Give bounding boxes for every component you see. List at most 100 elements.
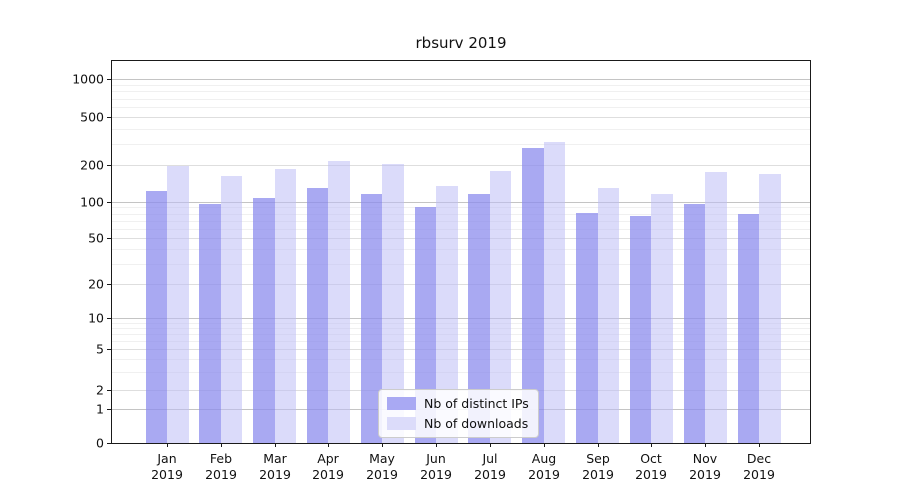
y-gridline (112, 238, 810, 239)
bar-distinct-ips (737, 213, 760, 443)
x-tick-label: Jul 2019 (474, 451, 506, 482)
y-axis-tick (107, 165, 111, 166)
bar-downloads (489, 170, 512, 443)
x-tick-label: Sep 2019 (582, 451, 614, 482)
bar-downloads (274, 169, 297, 443)
bar-downloads (543, 142, 566, 443)
y-gridline (112, 359, 810, 360)
x-axis-tick (759, 443, 760, 447)
y-tick-label: 50 (88, 230, 104, 246)
legend-swatch-downloads-icon (387, 417, 416, 430)
bar-downloads (328, 161, 350, 443)
y-gridline (112, 372, 810, 373)
bar-downloads (651, 193, 673, 443)
x-tick-label: Aug 2019 (528, 451, 560, 482)
y-gridline (112, 85, 810, 86)
x-axis-tick (328, 443, 329, 447)
y-gridline (112, 318, 810, 319)
x-tick-label: Jun 2019 (420, 451, 452, 482)
y-tick-label: 500 (80, 109, 104, 125)
y-gridline (112, 99, 810, 100)
bar-downloads (759, 173, 781, 443)
y-axis-tick (107, 443, 111, 444)
x-tick-label: Feb 2019 (205, 451, 237, 482)
y-gridline (112, 207, 810, 208)
x-axis-tick (598, 443, 599, 447)
x-tick-label: Dec 2019 (743, 451, 775, 482)
y-gridline (112, 129, 810, 130)
y-gridline (112, 202, 810, 203)
legend: Nb of distinct IPs Nb of downloads (378, 389, 539, 438)
y-axis-tick (107, 79, 111, 80)
y-tick-label: 20 (88, 276, 104, 292)
y-axis-tick (107, 390, 111, 391)
bar-distinct-ips (145, 190, 167, 443)
y-gridline (112, 79, 810, 80)
y-tick-label: 200 (80, 157, 104, 173)
bar-distinct-ips (414, 207, 437, 443)
x-axis-tick (490, 443, 491, 447)
x-tick-label: Mar 2019 (259, 451, 291, 482)
y-tick-label: 5 (96, 341, 104, 357)
bar-distinct-ips (199, 204, 221, 443)
x-tick-label: Apr 2019 (312, 451, 344, 482)
x-tick-label: Nov 2019 (689, 451, 721, 482)
bar-distinct-ips (468, 193, 490, 443)
y-gridline (112, 328, 810, 329)
x-axis-tick (275, 443, 276, 447)
y-tick-label: 1000 (72, 71, 104, 87)
y-axis-tick (107, 202, 111, 203)
y-tick-label: 0 (96, 435, 104, 451)
x-axis-tick (221, 443, 222, 447)
y-gridline (112, 349, 810, 350)
y-gridline (112, 144, 810, 145)
bar-distinct-ips (629, 216, 652, 443)
y-gridline (112, 341, 810, 342)
y-axis-tick (107, 349, 111, 350)
y-tick-label: 10 (88, 310, 104, 326)
bar-downloads (436, 185, 458, 443)
x-axis-tick (544, 443, 545, 447)
bar-distinct-ips (253, 198, 275, 443)
bar-downloads (167, 165, 189, 443)
y-tick-label: 100 (80, 194, 104, 210)
y-axis-tick (107, 117, 111, 118)
x-tick-label: Oct 2019 (635, 451, 667, 482)
bar-downloads (597, 187, 620, 443)
bar-downloads (382, 163, 404, 443)
y-gridline (112, 117, 810, 118)
y-gridline (112, 229, 810, 230)
bar-distinct-ips (576, 212, 598, 443)
x-axis-tick (651, 443, 652, 447)
bar-downloads (705, 171, 727, 443)
y-gridline (112, 165, 810, 166)
bar-distinct-ips (683, 203, 706, 443)
y-gridline (112, 214, 810, 215)
y-axis-tick (107, 284, 111, 285)
bar-distinct-ips (360, 193, 383, 443)
x-axis-tick (436, 443, 437, 447)
legend-swatch-distinct-ips-icon (387, 397, 416, 410)
x-axis-tick (382, 443, 383, 447)
bar-distinct-ips (306, 187, 329, 443)
y-axis-tick (107, 318, 111, 319)
y-tick-label: 1 (96, 401, 104, 417)
y-gridline (112, 323, 810, 324)
bar-distinct-ips (522, 148, 544, 443)
legend-label: Nb of distinct IPs (424, 396, 529, 411)
y-gridline (112, 221, 810, 222)
chart-title: rbsurv 2019 (415, 34, 507, 52)
y-tick-label: 2 (96, 382, 104, 398)
y-axis-tick (107, 409, 111, 410)
y-gridline (112, 91, 810, 92)
legend-item-downloads: Nb of downloads (387, 416, 529, 431)
y-gridline (112, 334, 810, 335)
plot-area: 0 1 2 5 10 20 50 100 200 500 1000 Jan 2019 Feb 2019 Mar… (72, 60, 811, 482)
x-axis-tick (167, 443, 168, 447)
y-gridline (112, 249, 810, 250)
y-gridline (112, 284, 810, 285)
y-gridline (112, 107, 810, 108)
legend-item-distinct-ips: Nb of distinct IPs (387, 396, 529, 411)
x-tick-label: May 2019 (366, 451, 398, 482)
